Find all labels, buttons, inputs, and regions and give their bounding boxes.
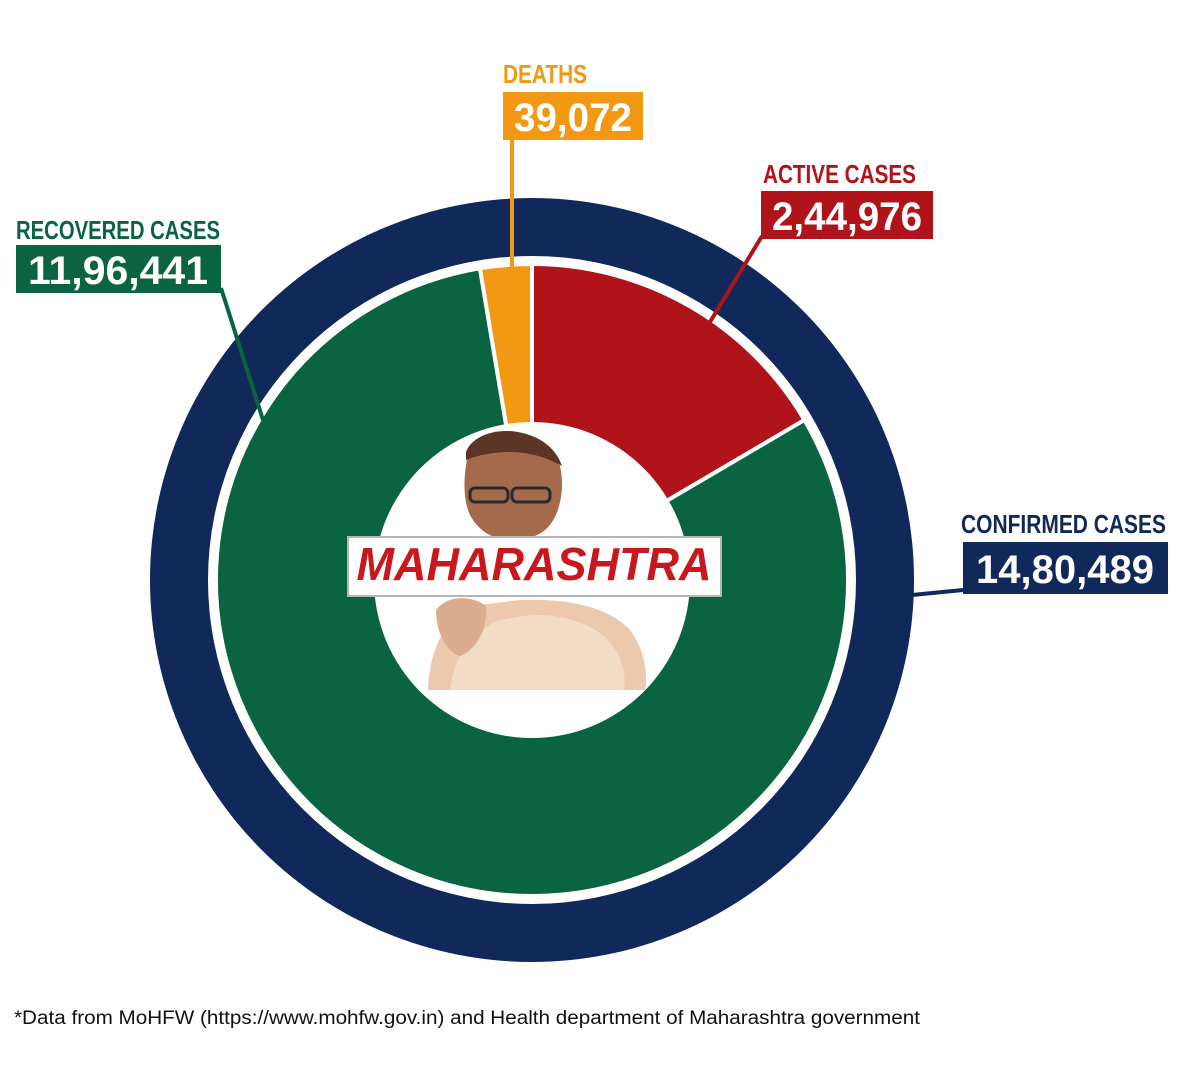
- callout-recovered: RECOVERED CASES 11,96,441: [16, 215, 221, 293]
- callout-confirmed: CONFIRMED CASES 14,80,489: [961, 509, 1168, 594]
- person-portrait-icon: [428, 430, 647, 690]
- recovered-value-box: [16, 245, 221, 293]
- footnote: *Data from MoHFW (https://www.mohfw.gov.…: [14, 1008, 921, 1029]
- active-label: ACTIVE CASES: [763, 159, 916, 189]
- active-value: 2,44,976: [772, 195, 922, 239]
- deaths-value-box: [503, 92, 643, 140]
- leader-line-recovered: [219, 287, 265, 421]
- deaths-value: 39,072: [514, 96, 632, 140]
- confirmed-label: CONFIRMED CASES: [961, 509, 1166, 539]
- recovered-label: RECOVERED CASES: [16, 215, 220, 245]
- callout-active: ACTIVE CASES 2,44,976: [761, 159, 933, 239]
- confirmed-value: 14,80,489: [976, 548, 1154, 592]
- center-label-box: MAHARASHTRA: [347, 536, 722, 597]
- center-label: MAHARASHTRA: [357, 538, 712, 590]
- leader-line-active: [708, 234, 764, 324]
- deaths-label: DEATHS: [503, 59, 587, 89]
- active-value-box: [761, 191, 933, 239]
- recovered-value: 11,96,441: [28, 249, 208, 293]
- callout-deaths: DEATHS 39,072: [503, 59, 643, 140]
- confirmed-value-box: [963, 542, 1168, 594]
- leader-line-confirmed: [911, 588, 964, 597]
